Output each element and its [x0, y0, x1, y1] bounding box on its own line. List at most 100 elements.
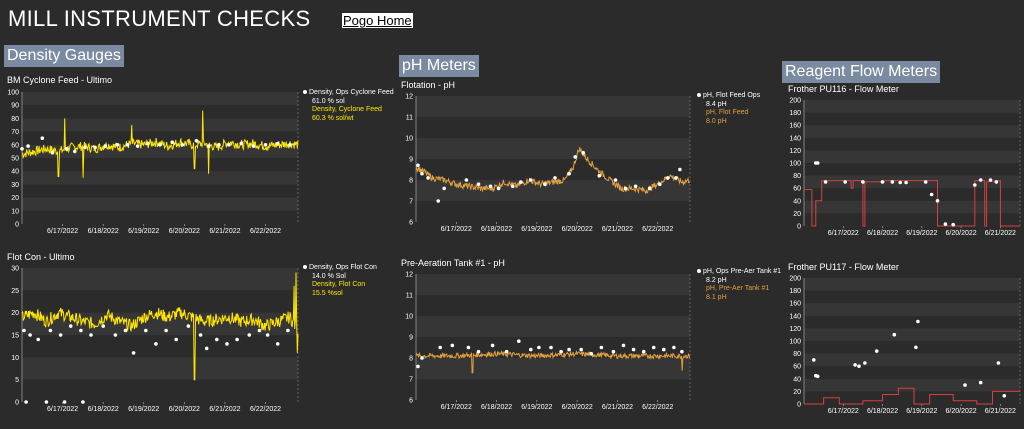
- series-line: [804, 180, 1020, 227]
- ops-data-point: [198, 333, 203, 337]
- section-header-reagent: Reagent Flow Meters: [782, 61, 941, 83]
- ops-data-point: [125, 143, 130, 147]
- x-tick-label: 6/20/2022: [169, 228, 200, 235]
- y-tick-label: 60: [793, 186, 801, 193]
- ops-data-point: [64, 147, 69, 151]
- ops-data-point: [996, 361, 1001, 365]
- y-tick-label: 40: [793, 198, 801, 205]
- chart-flot-con: 0 5 10 15 20 25 30 6/17/2022 6/18/2022 6/19/2022 6…: [11, 266, 299, 413]
- ops-data-point: [963, 383, 967, 387]
- y-tick-label: 100: [7, 90, 19, 97]
- ops-data-point: [275, 342, 280, 346]
- grid-band: [804, 353, 1020, 367]
- ops-data-point: [247, 333, 252, 337]
- ops-data-point: [916, 319, 920, 324]
- ops-data-point: [26, 144, 30, 148]
- x-tick-label: 6/22/2022: [642, 226, 673, 233]
- ops-data-point: [904, 180, 908, 185]
- legend-line-value: 60.3 % sol/wt: [312, 114, 354, 122]
- ops-data-point: [597, 174, 602, 178]
- series-line: [21, 272, 299, 381]
- chart-frother-pu117: 0 20 40 60 80 100 120 140 160 180 200 6/17/2022 6/18…: [789, 276, 1021, 415]
- y-tick-label: 6: [409, 220, 413, 227]
- ops-data-point: [880, 180, 885, 184]
- y-tick-label: 6: [409, 398, 413, 405]
- x-tick-label: 6/18/2022: [88, 228, 119, 235]
- ops-data-point: [450, 343, 455, 348]
- legend-flot-con: Density, Ops Flot Con 14.0 % Sol Density…: [303, 264, 377, 298]
- y-tick-label: 0: [15, 222, 19, 229]
- legend-bm-cyclone: Density, Ops Cyclone Feed 61.0 % sol Den…: [303, 89, 394, 123]
- section-header-density: Density Gauges: [4, 45, 124, 67]
- y-tick-label: 8: [409, 178, 413, 185]
- y-tick-label: 180: [789, 110, 801, 117]
- ops-data-point: [943, 222, 948, 226]
- x-tick-label: 6/19/2022: [128, 228, 159, 235]
- ops-data-point: [275, 141, 280, 146]
- ops-data-point: [529, 178, 533, 182]
- ops-data-point: [416, 364, 420, 369]
- y-tick-label: 30: [11, 182, 19, 189]
- pogo-home-link[interactable]: Pogo Home: [342, 13, 413, 28]
- ops-data-point: [641, 349, 646, 354]
- legend-line-name: Density, Flot Con: [312, 281, 366, 288]
- ops-data-point: [81, 400, 85, 404]
- y-tick-label: 80: [11, 116, 19, 123]
- chart-title-pre-aeration-ph: Pre-Aeration Tank #1 - pH: [401, 258, 505, 268]
- ops-data-point: [567, 171, 571, 176]
- ops-data-point: [488, 184, 493, 189]
- ops-data-point: [89, 333, 93, 337]
- grid-band: [804, 150, 1020, 163]
- chart-pre-aeration-ph: 6 7 8 9 10 11 12 6/17/2022 6/18/2022 6/19/2022 6/2…: [405, 272, 691, 411]
- y-tick-label: 7: [409, 377, 413, 384]
- ops-data-point: [79, 328, 83, 333]
- legend-pre-aeration-ph: pH, Ops Pre-Aer Tank #1 8.2 pH pH, Pre-A…: [697, 268, 781, 302]
- ops-data-point: [36, 337, 40, 342]
- chart-title-flotation-ph: Flotation - pH: [401, 80, 456, 90]
- x-tick-label: 6/22/2022: [250, 228, 281, 235]
- y-tick-label: 8: [409, 356, 413, 363]
- legend-dot-icon: [303, 265, 307, 270]
- x-tick-label: 6/18/2022: [867, 230, 898, 237]
- chart-flotation-ph: 6 7 8 9 10 11 12 6/17/2022 6/18/2022 6/19/2022 6/2…: [405, 94, 691, 233]
- ops-data-point: [543, 182, 547, 186]
- y-tick-label: 30: [11, 266, 19, 273]
- ops-data-point: [517, 339, 521, 343]
- ops-data-point: [853, 363, 857, 367]
- y-tick-label: 5: [15, 377, 19, 384]
- ops-data-point: [235, 337, 239, 342]
- legend-line-value: 8.0 pH: [706, 117, 727, 125]
- y-tick-label: 50: [11, 156, 19, 163]
- ops-data-point: [978, 380, 983, 385]
- ops-data-point: [812, 358, 816, 362]
- ops-data-point: [170, 140, 174, 144]
- y-tick-label: 60: [11, 142, 19, 149]
- series-line: [415, 350, 691, 374]
- x-tick-label: 6/20/2022: [169, 406, 200, 413]
- x-tick-label: 6/20/2022: [946, 230, 977, 237]
- ops-data-point: [857, 364, 861, 368]
- ops-data-point: [892, 332, 897, 337]
- ops-data-point: [599, 345, 604, 350]
- grid-band: [416, 274, 690, 295]
- x-tick-label: 6/21/2022: [985, 230, 1016, 237]
- y-tick-label: 160: [789, 301, 801, 308]
- ops-data-point: [164, 328, 168, 333]
- chart-bm-cyclone: 0 10 20 30 40 50 60 70 80 90 100 6/17/2022 6/18/2022…: [7, 90, 299, 235]
- ops-data-point: [553, 176, 557, 180]
- grid-band: [804, 100, 1020, 113]
- section-header-ph: pH Meters: [399, 55, 479, 77]
- legend-ops-name: pH, Flot Feed Ops: [703, 92, 761, 99]
- ops-data-point: [103, 144, 107, 148]
- ops-data-point: [680, 349, 684, 354]
- ops-data-point: [420, 171, 424, 176]
- ops-data-point: [815, 161, 820, 165]
- ops-data-point: [131, 351, 136, 355]
- legend-ops-value: 8.2 pH: [706, 276, 727, 284]
- page-title: MILL INSTRUMENT CHECKS: [8, 6, 311, 31]
- ops-data-point: [496, 186, 501, 191]
- grid-band: [804, 278, 1020, 291]
- x-tick-label: 6/17/2022: [828, 230, 859, 237]
- y-tick-label: 0: [797, 224, 801, 231]
- ops-data-point: [263, 143, 268, 147]
